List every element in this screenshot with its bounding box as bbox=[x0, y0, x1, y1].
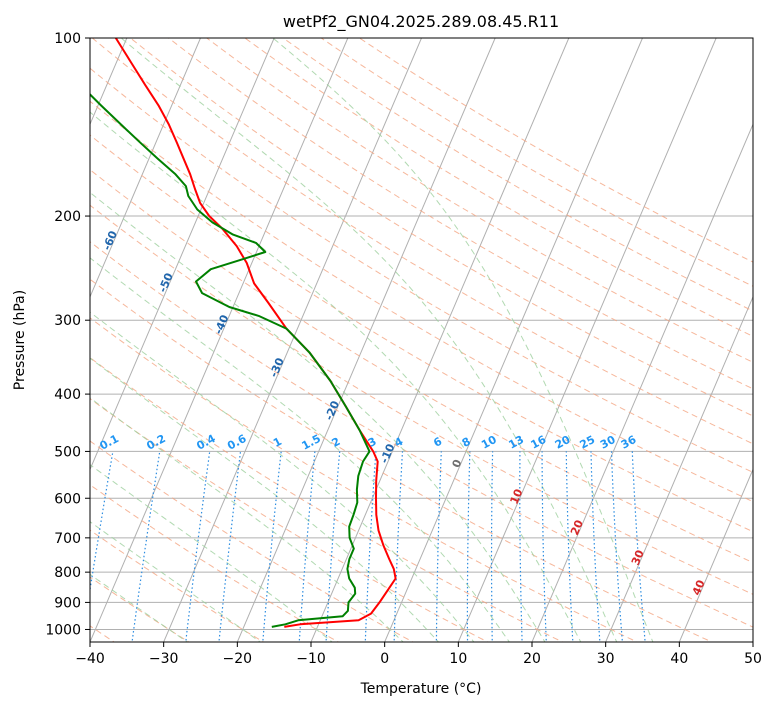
moist-adiabat-line bbox=[90, 311, 475, 642]
moist-adiabat-line bbox=[90, 521, 262, 642]
mixing-ratio-line bbox=[435, 451, 442, 642]
warm-isotherm-label: 30 bbox=[629, 548, 647, 567]
isotherm-line bbox=[163, 38, 422, 642]
mixing-ratio-label: 16 bbox=[529, 433, 549, 452]
mixing-ratio-line bbox=[519, 451, 523, 642]
mixing-ratio-line bbox=[565, 451, 574, 642]
isotherm-line bbox=[384, 38, 643, 642]
x-tick-label: 20 bbox=[523, 651, 541, 667]
mixing-ratio-line bbox=[631, 451, 646, 642]
moist-adiabat-line bbox=[272, 38, 654, 642]
dry-adiabat-line bbox=[91, 38, 753, 445]
chart-title: wetPf2_GN04.2025.289.08.45.R11 bbox=[283, 12, 559, 32]
dry-adiabat-line bbox=[90, 398, 489, 642]
mixing-ratio-line bbox=[590, 451, 601, 642]
mixing-ratio-line bbox=[541, 451, 547, 642]
y-tick-label: 800 bbox=[54, 565, 81, 581]
warm-isotherm-label: 40 bbox=[690, 578, 708, 597]
mixing-ratio-label: 13 bbox=[506, 433, 526, 452]
dry-adiabat-line bbox=[320, 38, 753, 287]
dry-adiabat-line bbox=[90, 241, 753, 628]
y-tick-label: 300 bbox=[54, 313, 81, 329]
isotherm-line bbox=[678, 468, 753, 642]
x-tick-label: −20 bbox=[223, 651, 253, 667]
warm-isotherm-label: 10 bbox=[508, 487, 526, 506]
y-tick-label: 200 bbox=[54, 209, 81, 225]
y-tick-label: 1000 bbox=[45, 622, 81, 638]
isotherm-line bbox=[90, 38, 275, 471]
mixing-ratio-label: 30 bbox=[598, 433, 618, 452]
x-axis-label: Temperature (°C) bbox=[360, 681, 482, 697]
moist-adiabat-line bbox=[120, 38, 618, 642]
dewpoint-profile-line bbox=[90, 93, 371, 628]
moist-adiabat-line bbox=[90, 464, 333, 642]
moist-adiabat-line bbox=[90, 191, 546, 642]
mixing-ratio-line bbox=[325, 451, 341, 642]
y-tick-label: 700 bbox=[54, 531, 81, 547]
x-tick-label: 10 bbox=[449, 651, 467, 667]
dry-adiabat-line bbox=[90, 484, 340, 642]
dry-adiabat-line bbox=[90, 204, 753, 595]
isotherm-line bbox=[90, 38, 201, 299]
isotherm-line bbox=[90, 38, 349, 642]
dry-adiabat-line bbox=[90, 278, 713, 642]
dry-adiabat-line bbox=[90, 134, 753, 533]
moist-adiabat-line bbox=[90, 397, 404, 642]
dry-adiabat-line bbox=[244, 38, 753, 337]
x-tick-label: −10 bbox=[296, 651, 326, 667]
y-tick-label: 600 bbox=[54, 491, 81, 507]
mixing-ratio-label: 36 bbox=[619, 433, 639, 452]
profile-lines bbox=[90, 38, 397, 628]
mixing-ratio-line bbox=[393, 451, 404, 642]
background-lines bbox=[90, 38, 753, 642]
x-tick-label: −40 bbox=[75, 651, 105, 667]
x-tick-label: 0 bbox=[380, 651, 389, 667]
dry-adiabat-line bbox=[90, 169, 753, 564]
mixing-ratio-label: 10 bbox=[479, 433, 499, 452]
dry-adiabat-line bbox=[205, 38, 753, 363]
mixing-ratio-label: 25 bbox=[578, 433, 598, 452]
mixing-ratio-line bbox=[364, 451, 377, 642]
mixing-ratio-line bbox=[466, 451, 471, 642]
y-tick-label: 900 bbox=[54, 595, 81, 611]
dry-adiabat-line bbox=[90, 317, 639, 642]
y-axis-label: Pressure (hPa) bbox=[12, 290, 28, 390]
y-tick-label: 400 bbox=[54, 387, 81, 403]
x-tick-label: 50 bbox=[744, 651, 762, 667]
x-tick-label: 40 bbox=[670, 651, 688, 667]
y-tick-label: 500 bbox=[54, 444, 81, 460]
isotherm-line bbox=[310, 38, 570, 642]
moist-adiabat-line bbox=[90, 357, 440, 642]
moist-adiabat-line bbox=[90, 257, 511, 642]
x-tick-label: −30 bbox=[149, 651, 179, 667]
isotherm-line bbox=[605, 295, 753, 642]
isotherm-line bbox=[457, 38, 717, 642]
isotherm-line bbox=[531, 123, 753, 642]
x-tick-label: 30 bbox=[597, 651, 615, 667]
moist-adiabat-line bbox=[90, 573, 189, 642]
dry-adiabat-line bbox=[90, 440, 414, 642]
y-tick-label: 100 bbox=[54, 31, 81, 47]
mixing-ratio-label: 20 bbox=[553, 433, 573, 452]
mixing-ratio-line bbox=[490, 451, 494, 642]
dry-adiabat-line bbox=[90, 529, 265, 642]
warm-isotherm-label: 20 bbox=[568, 518, 586, 537]
dry-adiabat-line bbox=[129, 38, 753, 417]
dry-adiabat-line bbox=[90, 357, 564, 642]
mixing-ratio-line bbox=[610, 451, 624, 642]
plot-frame bbox=[89, 37, 754, 643]
axes: −40 −30 −20 −10 0 10 20 30 40 50 1000 900 800 700 600 5… bbox=[45, 31, 762, 667]
isotherm-line bbox=[236, 38, 496, 642]
